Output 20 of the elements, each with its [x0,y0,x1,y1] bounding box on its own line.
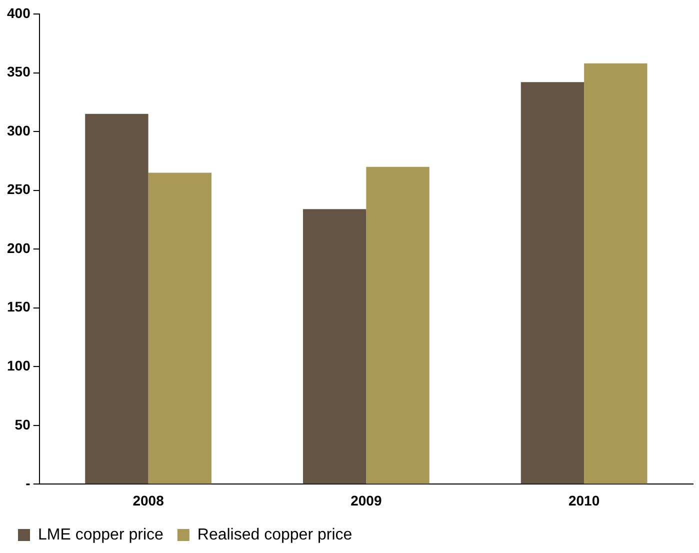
y-tick-label: 250 [7,181,31,198]
bar [85,114,148,484]
bar [520,82,584,484]
y-tick-label: 150 [7,298,31,315]
x-tick-label: 2009 [350,492,382,508]
legend-label: Realised copper price [197,526,352,544]
legend-label: LME copper price [38,526,164,544]
x-tick-label: 2008 [132,492,164,508]
y-tick-label: 50 [14,416,31,432]
y-tick-label: - [26,475,31,492]
bar [584,63,648,484]
y-tick-label: 200 [7,240,31,256]
y-tick-label: 100 [7,358,31,374]
bar [366,166,430,484]
x-tick-label: 2010 [568,492,600,508]
y-tick-label: 300 [7,122,31,138]
bar [148,172,212,484]
bar [302,209,366,484]
y-tick-label: 350 [7,64,31,80]
y-tick-label: 400 [7,4,31,21]
